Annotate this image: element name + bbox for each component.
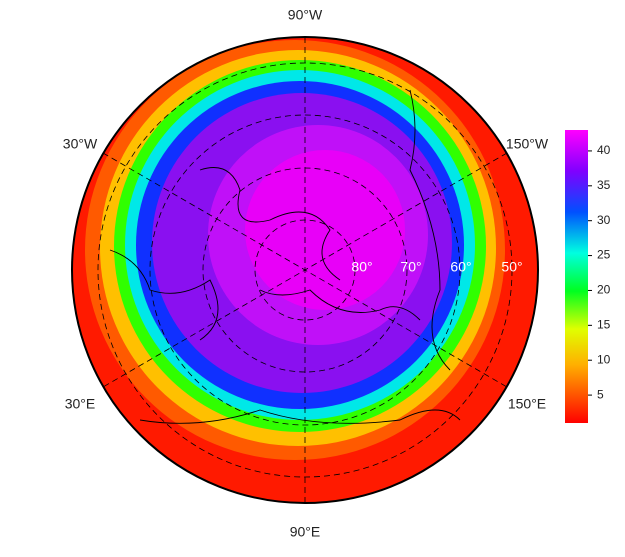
colorbar-tick-label: 20	[597, 283, 611, 297]
colorbar-tick-label: 35	[597, 178, 611, 192]
graticule	[97, 37, 513, 503]
colorbar-ticks: 5 10 15 20 25 30 35 40	[588, 143, 611, 401]
colorbar-tick-label: 30	[597, 213, 611, 227]
field-magenta	[245, 150, 405, 310]
colorbar-tick-label: 15	[597, 318, 611, 332]
lon-label: 30°W	[63, 136, 98, 152]
lat-label: 50°	[501, 259, 522, 275]
lon-label: 90°W	[288, 7, 323, 23]
colorbar-tick-label: 10	[597, 352, 611, 366]
globe-border	[71, 36, 539, 504]
colorbar	[565, 130, 588, 423]
globe	[72, 37, 538, 503]
longitude-labels: 90°W 30°W 150°W 30°E 150°E 90°E	[63, 7, 549, 540]
lon-label: 30°E	[65, 396, 96, 412]
lat-label: 60°	[450, 259, 471, 275]
lat-label: 70°	[400, 259, 421, 275]
colorbar-tick-label: 40	[597, 143, 611, 157]
latitude-labels: 80° 70° 60° 50°	[351, 259, 522, 275]
colorbar-tick-label: 5	[597, 387, 604, 401]
lat-label: 80°	[351, 259, 372, 275]
lon-label: 150°W	[506, 136, 549, 152]
colorbar-tick-label: 25	[597, 248, 611, 262]
coastlines	[109, 89, 461, 424]
lon-label: 150°E	[508, 396, 546, 412]
lon-label: 90°E	[290, 524, 321, 540]
